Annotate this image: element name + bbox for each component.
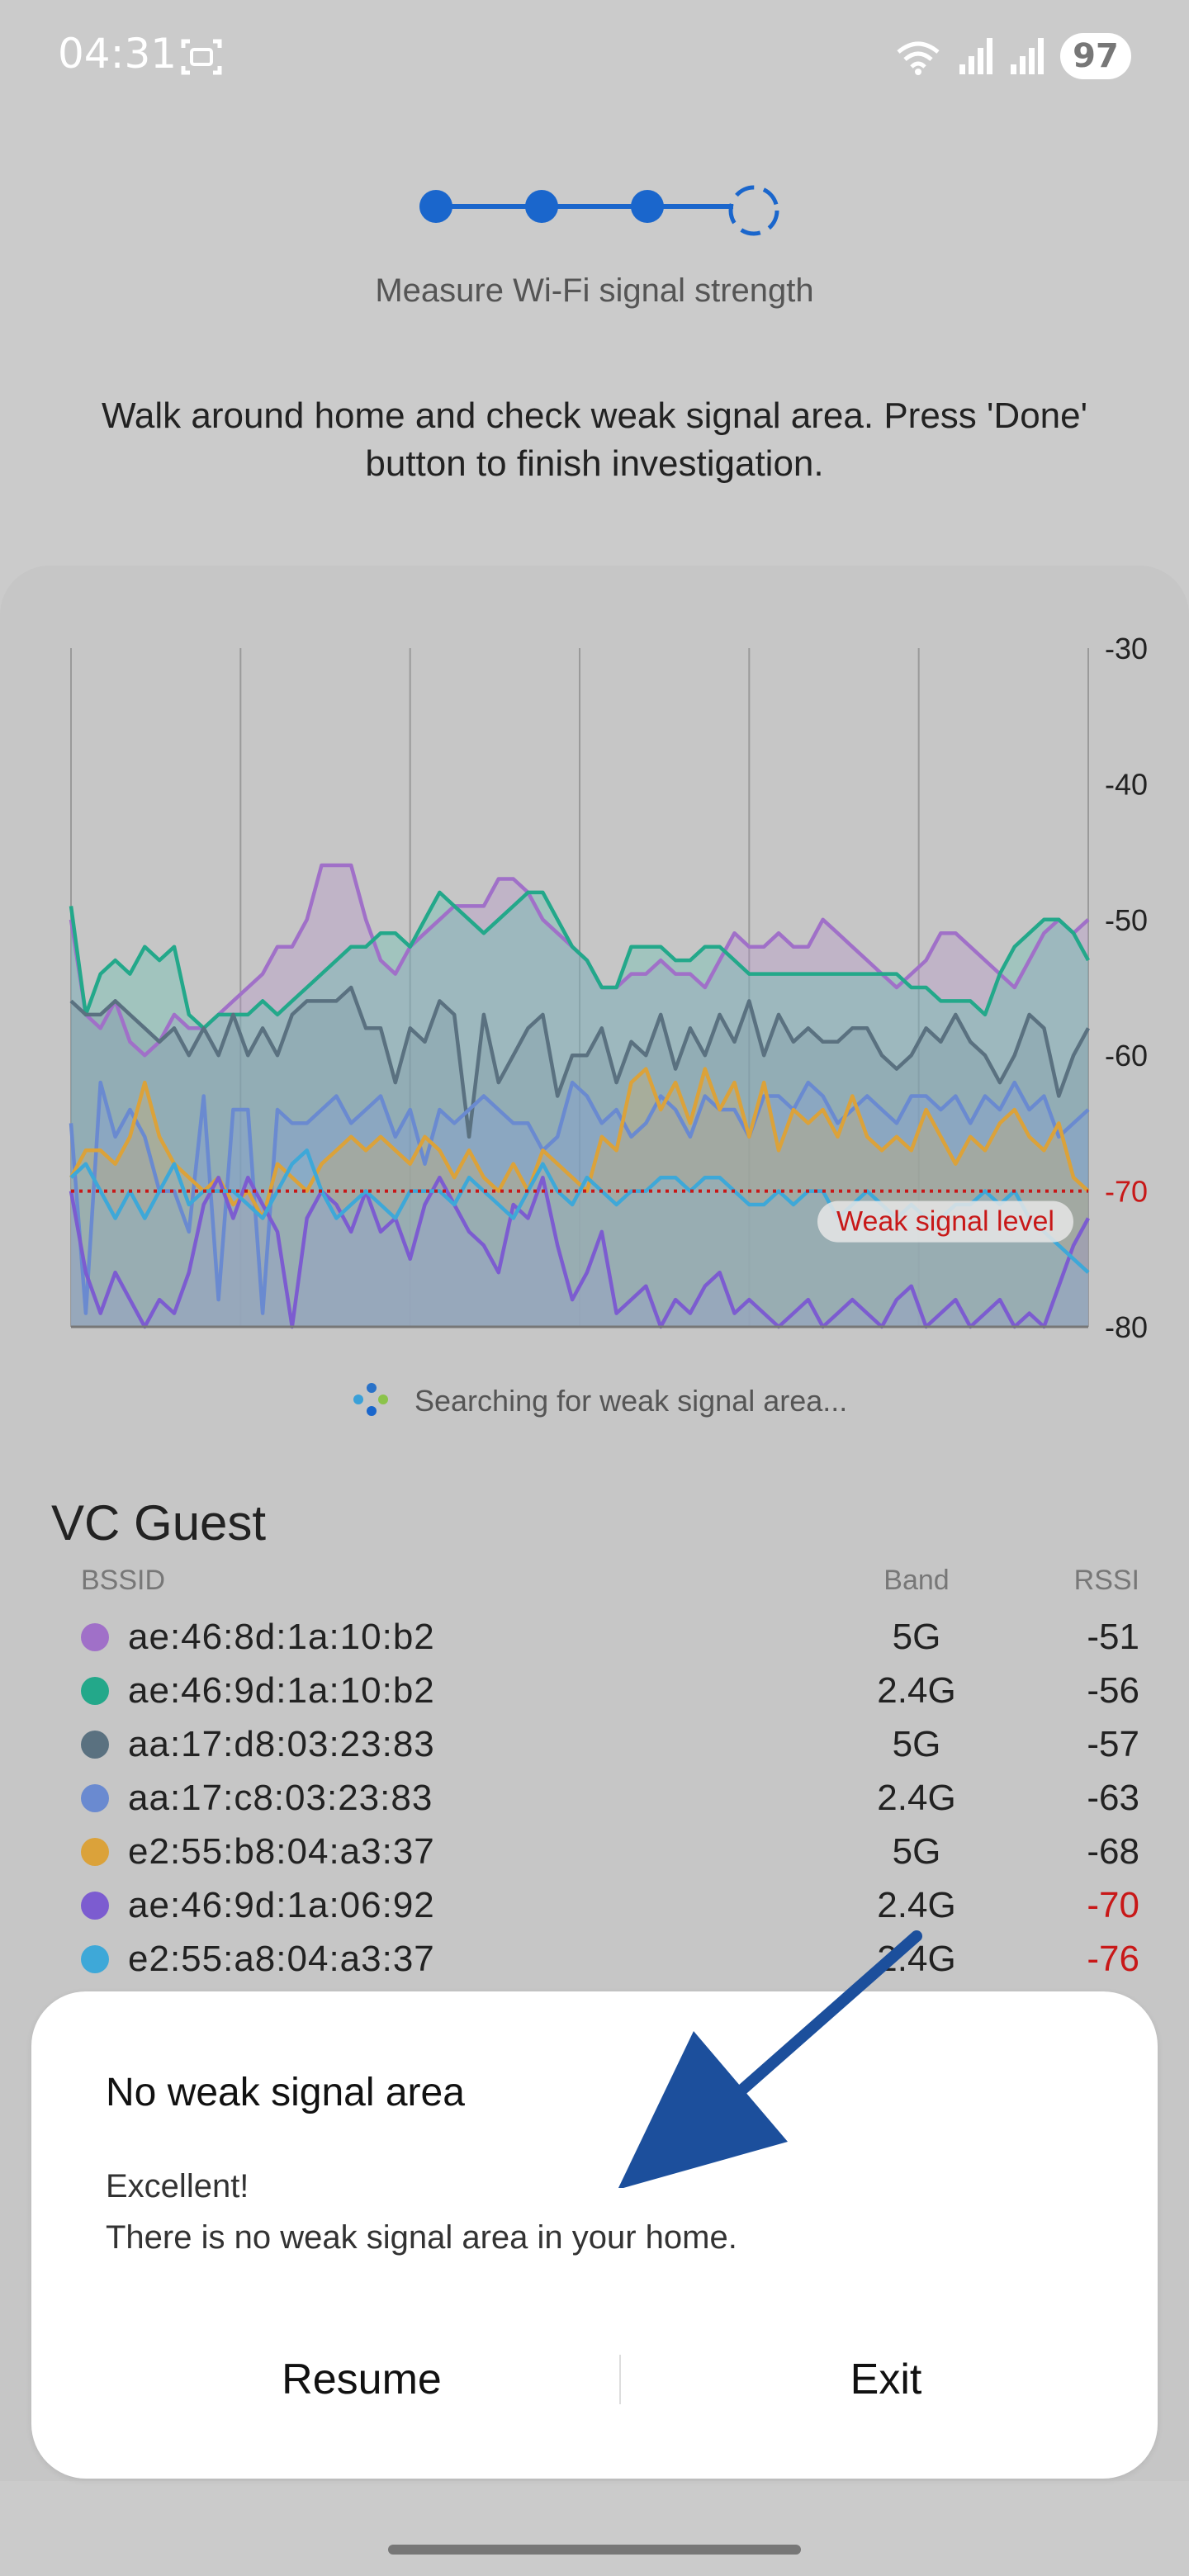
dialog-message-line-1: Excellent! [106, 2168, 249, 2204]
header-rssi: RSSI [1073, 1565, 1139, 1596]
series-2-area [71, 987, 1088, 1327]
y-tick-label: -60 [1105, 1039, 1148, 1073]
battery-badge: 97 [1060, 33, 1131, 79]
y-tick-label: -40 [1105, 767, 1148, 801]
button-divider [619, 2355, 621, 2404]
band-value: 5G [892, 1831, 941, 1872]
status-icons: 97 [893, 33, 1131, 79]
bssid-value: ae:46:9d:1a:06:92 [128, 1885, 435, 1925]
threshold-label: Weak signal level [836, 1206, 1054, 1238]
dialog-title: No weak signal area [106, 2071, 465, 2114]
series-3-area [71, 1082, 1088, 1327]
rssi-value: -70 [1087, 1885, 1139, 1925]
series-5-area [71, 1177, 1088, 1327]
list-item: e2:55:b8:04:a3:37 5G -68 [0, 1825, 1189, 1878]
y-tick-label: -70 [1105, 1175, 1148, 1209]
series-color-swatch [81, 1623, 109, 1651]
screenshot-icon [181, 39, 222, 75]
bssid-value: aa:17:c8:03:23:83 [128, 1778, 433, 1818]
resume-button[interactable]: Resume [114, 2338, 609, 2421]
searching-text: Searching for weak signal area... [414, 1384, 848, 1418]
y-tick-label: -50 [1105, 903, 1148, 937]
band-value: 5G [892, 1724, 941, 1764]
band-value: 5G [892, 1617, 941, 1657]
series-color-swatch [81, 1731, 109, 1759]
status-time: 04:31 [58, 30, 178, 78]
list-item: ae:46:8d:1a:10:b2 5G -51 [0, 1610, 1189, 1664]
step-title: Measure Wi-Fi signal strength [375, 272, 814, 309]
bssid-value: e2:55:b8:04:a3:37 [128, 1831, 435, 1872]
annotation-arrow-icon [618, 1930, 922, 2188]
threshold-label-bg [817, 1200, 1073, 1243]
access-point-list: ae:46:8d:1a:10:b2 5G -51 ae:46:9d:1a:10:b2 2… [0, 1610, 1189, 1998]
list-item: e2:55:a8:04:a3:37 2.4G -76 [0, 1932, 1189, 1986]
list-item: aa:17:c8:03:23:83 2.4G -63 [0, 1771, 1189, 1825]
band-value: 2.4G [877, 1670, 956, 1711]
header-bssid: BSSID [81, 1565, 166, 1596]
wifi-icon [897, 41, 940, 75]
series-3-line [69, 1080, 1090, 1315]
rssi-value: -51 [1087, 1617, 1139, 1657]
status-bar: 04:31 97 [0, 0, 1189, 116]
list-item: ae:46:9d:1a:10:b2 2.4G -56 [0, 1664, 1189, 1717]
series-1-line [69, 890, 1090, 1030]
signal-card: Weak signal level -30 -40 -50 -60 -70 -80 Sear… [0, 566, 1189, 2481]
instruction-text: Walk around home and check weak signal a… [101, 395, 1087, 484]
y-tick-label: -30 [1105, 632, 1148, 665]
step-3-dot [631, 190, 664, 223]
list-item: ae:46:9d:1a:06:92 2.4G -70 [0, 1878, 1189, 1932]
y-tick-label: -80 [1105, 1310, 1148, 1344]
network-name: VC Guest [51, 1495, 267, 1551]
step-line [436, 204, 733, 209]
result-dialog: No weak signal area Excellent! There is … [31, 1991, 1158, 2479]
progress-stepper [413, 182, 793, 236]
exit-button[interactable]: Exit [638, 2338, 1134, 2421]
rssi-value: -76 [1087, 1939, 1139, 1979]
dialog-message-line-2: There is no weak signal area in your hom… [106, 2219, 737, 2256]
series-color-swatch [81, 1892, 109, 1920]
signal-chart: Weak signal level -30 -40 -50 -60 -70 -80 [0, 566, 1189, 1358]
dialog-message: Excellent! There is no weak signal area … [106, 2161, 737, 2263]
step-4-spinner-icon [728, 185, 779, 236]
rssi-value: -63 [1087, 1778, 1139, 1818]
list-item: aa:17:d8:03:23:83 5G -57 [0, 1717, 1189, 1771]
bssid-value: aa:17:d8:03:23:83 [128, 1724, 435, 1764]
step-2-dot [525, 190, 558, 223]
band-value: 2.4G [877, 1778, 956, 1818]
series-color-swatch [81, 1945, 109, 1973]
list-header: BSSID Band RSSI [0, 1565, 1189, 1606]
bssid-value: ae:46:9d:1a:10:b2 [128, 1670, 435, 1711]
series-color-swatch [81, 1838, 109, 1866]
rssi-value: -68 [1087, 1831, 1139, 1872]
series-color-swatch [81, 1784, 109, 1812]
bssid-value: e2:55:a8:04:a3:37 [128, 1939, 435, 1979]
series-6-area [71, 1150, 1088, 1327]
band-value: 2.4G [877, 1885, 956, 1925]
signal-bars-icon [959, 38, 992, 74]
rssi-value: -56 [1087, 1670, 1139, 1711]
signal-bars-2-icon [1011, 38, 1044, 74]
signal-chart-svg: Weak signal level -30 -40 -50 -60 -70 -80 [69, 632, 1148, 1344]
searching-indicator: Searching for weak signal area... [353, 1383, 847, 1419]
header-band: Band [883, 1565, 950, 1596]
bssid-value: ae:46:8d:1a:10:b2 [128, 1617, 435, 1657]
step-1-dot [419, 190, 452, 223]
series-color-swatch [81, 1677, 109, 1705]
rssi-value: -57 [1087, 1724, 1139, 1764]
home-indicator [388, 2545, 801, 2555]
loading-dots-icon [353, 1383, 390, 1419]
series-2-line [69, 985, 1090, 1139]
